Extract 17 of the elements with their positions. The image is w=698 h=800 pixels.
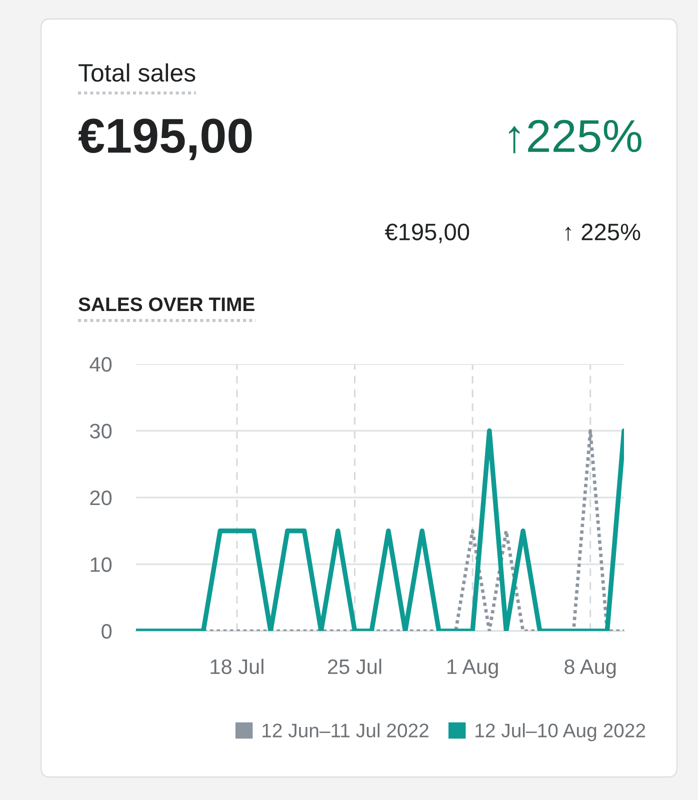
text: €195,00	[78, 118, 252, 160]
chart-subtitle: SALES OVER TIME	[78, 297, 254, 312]
x-tick-label: 1 Aug	[447, 660, 498, 678]
y-tick-label: 0	[102, 624, 112, 639]
y-tick-label: 30	[90, 424, 112, 439]
x-tick-label: 25 Jul	[328, 658, 382, 674]
text: ↑ 225%	[565, 224, 640, 241]
text: ↑225%	[508, 120, 642, 154]
legend-label: 12 Jun–11 Jul 2022	[262, 723, 428, 738]
x-tick-label: 18 Jul	[210, 658, 264, 674]
y-tick-label: 20	[90, 490, 112, 506]
y-tick-label: 40	[90, 357, 112, 372]
legend-label: 12 Jul–10 Aug 2022	[476, 723, 646, 742]
x-tick-label: 8 Aug	[564, 659, 616, 678]
text: €195,00	[384, 224, 470, 244]
y-tick-label: 10	[90, 557, 112, 572]
chart-title: Total sales	[78, 63, 196, 82]
